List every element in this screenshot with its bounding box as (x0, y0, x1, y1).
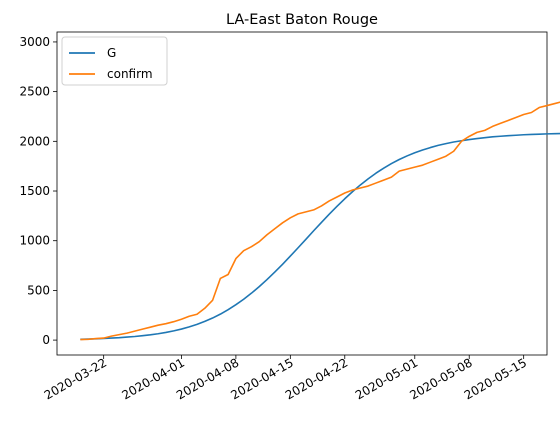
chart-title: LA-East Baton Rouge (226, 12, 378, 28)
y-tick-label: 0 (42, 333, 50, 347)
legend-box (61, 36, 168, 86)
x-tick-label: 2020-05-15 (462, 355, 529, 402)
series-layer (80, 101, 560, 341)
y-tick-label: 1500 (19, 184, 50, 198)
series-confirm (80, 101, 560, 341)
y-tick-label: 500 (27, 283, 50, 297)
y-tick-label: 1000 (19, 234, 50, 248)
x-tick-label: 2020-03-22 (42, 355, 109, 402)
y-tick-label: 3000 (19, 35, 50, 49)
y-tick-label: 2500 (19, 85, 50, 99)
y-axis: 0 500 1000 1500 2000 2500 3000 (19, 35, 57, 347)
series-line-confirm (80, 101, 560, 341)
plot-frame (56, 31, 548, 356)
y-tick-label: 2000 (19, 134, 50, 148)
x-axis: 2020-03-22 2020-04-012020-04-082020-04-15… (42, 355, 529, 402)
series-line-G (80, 132, 560, 341)
series-G (80, 132, 560, 341)
x-tick-label: 2020-04-22 (283, 355, 350, 402)
legend-label-confirm: confirm (107, 67, 153, 81)
legend-label-G: G (107, 46, 116, 60)
plot-area (56, 31, 548, 356)
